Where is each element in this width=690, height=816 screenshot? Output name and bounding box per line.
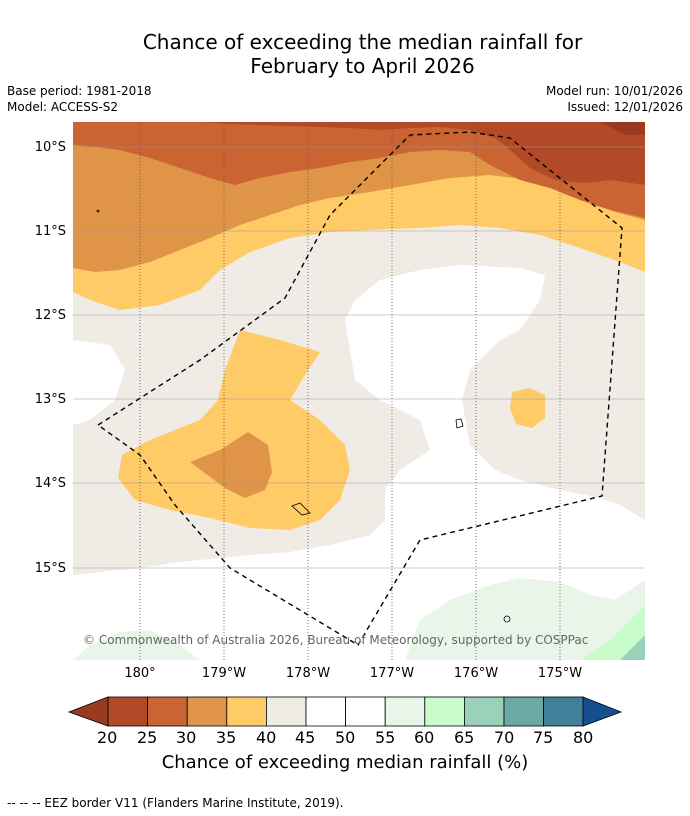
rainfall-probability-map — [73, 122, 645, 660]
colorbar-tick: 70 — [494, 728, 515, 747]
latitude-labels: 10°S 11°S 12°S 13°S 14°S 15°S — [35, 140, 66, 576]
lon-label: 176°W — [454, 666, 498, 681]
colorbar-swatch — [463, 696, 505, 727]
colorbar-under-arrow — [67, 696, 109, 727]
lat-label: 10°S — [35, 140, 66, 155]
meta-left: Base period: 1981-2018 Model: ACCESS-S2 — [7, 83, 152, 115]
lat-label: 14°S — [35, 476, 66, 491]
band-55-60-sw — [73, 630, 200, 660]
colorbar-swatch — [345, 696, 386, 727]
colorbar-swatch — [384, 696, 426, 727]
gridlines — [73, 146, 645, 569]
lat-label: 11°S — [35, 224, 66, 239]
colorbar-tick: 75 — [533, 728, 554, 747]
coastlines — [96, 209, 511, 623]
model-run: Model run: 10/01/2026 — [545, 84, 683, 98]
colorbar-swatch — [305, 696, 346, 727]
colorbar-over-arrow — [582, 696, 623, 727]
colorbar-tick: 40 — [256, 728, 277, 747]
colorbar-tick: 20 — [97, 728, 118, 747]
eez-footnote: -- -- -- EEZ border V11 (Flanders Marine… — [7, 796, 344, 810]
colorbar-tick: 35 — [216, 728, 237, 747]
model-name: Model: ACCESS-S2 — [7, 100, 119, 114]
lon-label: 179°W — [202, 666, 246, 681]
colorbar-tick: 80 — [573, 728, 594, 747]
band-45-55-island — [390, 347, 460, 364]
band-65-70 — [620, 635, 645, 660]
colorbar-swatch — [107, 696, 148, 727]
band-under-20 — [600, 122, 645, 135]
colorbar — [67, 696, 623, 727]
lon-label: 177°W — [370, 666, 414, 681]
colorbar-swatch — [265, 696, 307, 727]
colorbar-swatch — [186, 696, 228, 727]
colorbar-label: Chance of exceeding median rainfall (%) — [161, 752, 529, 773]
band-45-55-west — [73, 340, 125, 425]
band-20-25 — [200, 122, 645, 185]
colorbar-tick: 60 — [414, 728, 435, 747]
colorbar-tick: 55 — [375, 728, 396, 747]
colorbar-swatch — [147, 696, 188, 727]
lat-label: 12°S — [35, 308, 66, 323]
meta-right: Model run: 10/01/2026 Issued: 12/01/2026 — [546, 83, 683, 115]
colorbar-tick: 30 — [176, 728, 197, 747]
band-25-30 — [73, 122, 645, 218]
issued-date: Issued: 12/01/2026 — [567, 100, 683, 114]
lon-label: 178°W — [286, 666, 330, 681]
band-35-40-central — [118, 330, 350, 530]
colorbar-swatch — [226, 696, 267, 727]
band-60-65 — [580, 605, 645, 660]
band-55-60 — [405, 578, 645, 660]
colorbar-swatch — [424, 696, 465, 727]
base-period: Base period: 1981-2018 — [7, 84, 152, 98]
colorbar-tick: 45 — [295, 728, 316, 747]
lat-label: 13°S — [35, 392, 66, 407]
colorbar-tick: 65 — [454, 728, 475, 747]
longitude-labels: 180° 179°W 178°W 177°W 176°W 175°W — [124, 666, 582, 681]
copyright-notice: © Commonwealth of Australia 2026, Bureau… — [83, 633, 589, 647]
title-line-2: February to April 2026 — [250, 54, 475, 78]
band-35-40-east — [510, 388, 545, 428]
lon-label: 175°W — [538, 666, 582, 681]
colorbar-tick: 50 — [335, 728, 356, 747]
colorbar-tick: 25 — [137, 728, 158, 747]
lat-label: 15°S — [35, 561, 66, 576]
map-title: Chance of exceeding the median rainfall … — [0, 30, 690, 78]
lon-label: 180° — [124, 666, 155, 681]
title-line-1: Chance of exceeding the median rainfall … — [142, 30, 583, 54]
band-30-35-central — [190, 432, 272, 498]
colorbar-swatch — [503, 696, 544, 727]
colorbar-swatch — [543, 696, 584, 727]
eez-border — [96, 131, 623, 646]
